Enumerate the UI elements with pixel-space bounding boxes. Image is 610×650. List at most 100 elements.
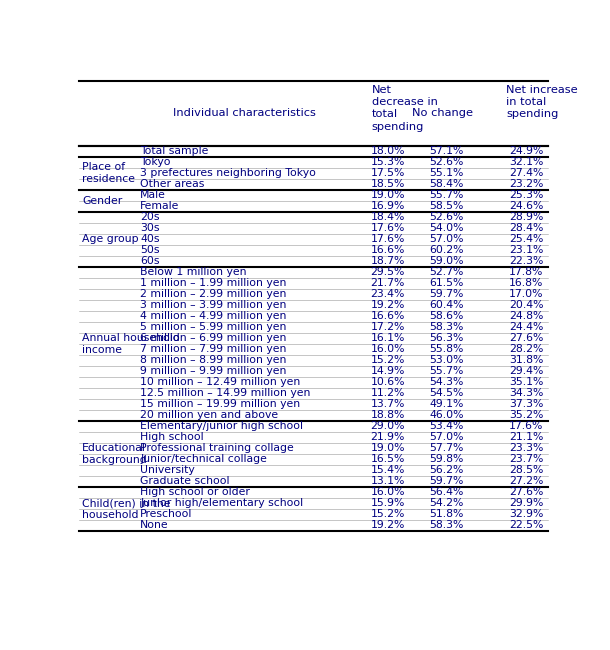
Text: 11.2%: 11.2% bbox=[370, 388, 405, 398]
Text: 57.0%: 57.0% bbox=[429, 234, 464, 244]
Text: 58.3%: 58.3% bbox=[429, 322, 464, 332]
Text: 34.3%: 34.3% bbox=[509, 388, 544, 398]
Text: 17.6%: 17.6% bbox=[370, 234, 405, 244]
Text: 20 million yen and above: 20 million yen and above bbox=[140, 410, 278, 421]
Text: 30s: 30s bbox=[140, 223, 160, 233]
Text: Individual characteristics: Individual characteristics bbox=[173, 108, 316, 118]
Text: Elementary/junior high school: Elementary/junior high school bbox=[140, 421, 303, 432]
Text: 15.2%: 15.2% bbox=[370, 356, 405, 365]
Text: 59.0%: 59.0% bbox=[429, 256, 464, 266]
Text: 22.5%: 22.5% bbox=[509, 521, 544, 530]
Text: 15.9%: 15.9% bbox=[370, 499, 405, 508]
Text: 57.1%: 57.1% bbox=[429, 146, 464, 156]
Text: 17.5%: 17.5% bbox=[370, 168, 405, 178]
Text: 16.6%: 16.6% bbox=[370, 245, 405, 255]
Text: 29.4%: 29.4% bbox=[509, 367, 544, 376]
Text: 15.3%: 15.3% bbox=[370, 157, 405, 167]
Text: 16.1%: 16.1% bbox=[370, 333, 405, 343]
Text: Age group: Age group bbox=[82, 234, 138, 244]
Text: 19.0%: 19.0% bbox=[370, 190, 405, 200]
Text: 58.3%: 58.3% bbox=[429, 521, 464, 530]
Text: 59.7%: 59.7% bbox=[429, 289, 464, 299]
Text: 16.8%: 16.8% bbox=[509, 278, 544, 288]
Text: 57.0%: 57.0% bbox=[429, 432, 464, 443]
Text: 40s: 40s bbox=[140, 234, 160, 244]
Text: Female: Female bbox=[140, 201, 179, 211]
Text: 54.2%: 54.2% bbox=[429, 499, 464, 508]
Text: 23.4%: 23.4% bbox=[370, 289, 405, 299]
Text: 19.2%: 19.2% bbox=[370, 300, 405, 310]
Text: 55.1%: 55.1% bbox=[429, 168, 464, 178]
Text: 58.5%: 58.5% bbox=[429, 201, 464, 211]
Text: 3 million – 3.99 million yen: 3 million – 3.99 million yen bbox=[140, 300, 287, 310]
Text: 54.3%: 54.3% bbox=[429, 377, 464, 387]
Text: 7 million – 7.99 million yen: 7 million – 7.99 million yen bbox=[140, 344, 287, 354]
Text: 10 million – 12.49 million yen: 10 million – 12.49 million yen bbox=[140, 377, 300, 387]
Text: 17.8%: 17.8% bbox=[509, 267, 544, 277]
Text: 56.4%: 56.4% bbox=[429, 488, 464, 497]
Text: 31.8%: 31.8% bbox=[509, 356, 544, 365]
Text: 9 million – 9.99 million yen: 9 million – 9.99 million yen bbox=[140, 367, 287, 376]
Text: 12.5 million – 14.99 million yen: 12.5 million – 14.99 million yen bbox=[140, 388, 310, 398]
Text: 52.6%: 52.6% bbox=[429, 157, 464, 167]
Text: 46.0%: 46.0% bbox=[429, 410, 464, 421]
Text: 21.7%: 21.7% bbox=[370, 278, 405, 288]
Text: 15.2%: 15.2% bbox=[370, 510, 405, 519]
Text: 18.5%: 18.5% bbox=[370, 179, 405, 189]
Text: 2 million – 2.99 million yen: 2 million – 2.99 million yen bbox=[140, 289, 287, 299]
Text: 14.9%: 14.9% bbox=[370, 367, 405, 376]
Text: Net increase
in total
spending: Net increase in total spending bbox=[506, 84, 578, 120]
Text: 58.4%: 58.4% bbox=[429, 179, 464, 189]
Text: 23.3%: 23.3% bbox=[509, 443, 544, 453]
Text: 29.9%: 29.9% bbox=[509, 499, 544, 508]
Text: 28.4%: 28.4% bbox=[509, 223, 544, 233]
Text: University: University bbox=[140, 465, 195, 475]
Text: 18.8%: 18.8% bbox=[370, 410, 405, 421]
Text: 60.2%: 60.2% bbox=[429, 245, 464, 255]
Text: 23.7%: 23.7% bbox=[509, 454, 544, 464]
Text: 54.0%: 54.0% bbox=[429, 223, 464, 233]
Text: Preschool: Preschool bbox=[140, 510, 192, 519]
Text: 35.2%: 35.2% bbox=[509, 410, 544, 421]
Text: 53.4%: 53.4% bbox=[429, 421, 464, 432]
Text: 20.4%: 20.4% bbox=[509, 300, 544, 310]
Text: 23.1%: 23.1% bbox=[509, 245, 544, 255]
Text: 16.0%: 16.0% bbox=[370, 488, 405, 497]
Text: 57.7%: 57.7% bbox=[429, 443, 464, 453]
Text: 17.6%: 17.6% bbox=[370, 223, 405, 233]
Text: Other areas: Other areas bbox=[140, 179, 204, 189]
Text: Male: Male bbox=[140, 190, 166, 200]
Text: 55.7%: 55.7% bbox=[429, 190, 464, 200]
Text: 18.0%: 18.0% bbox=[370, 146, 405, 156]
Text: 25.3%: 25.3% bbox=[509, 190, 544, 200]
Text: 55.8%: 55.8% bbox=[429, 344, 464, 354]
Text: 28.2%: 28.2% bbox=[509, 344, 544, 354]
Text: 18.4%: 18.4% bbox=[370, 212, 405, 222]
Text: 23.2%: 23.2% bbox=[509, 179, 544, 189]
Text: 16.9%: 16.9% bbox=[370, 201, 405, 211]
Text: 10.6%: 10.6% bbox=[370, 377, 405, 387]
Text: 59.7%: 59.7% bbox=[429, 476, 464, 486]
Text: 17.6%: 17.6% bbox=[509, 421, 544, 432]
Text: 29.0%: 29.0% bbox=[370, 421, 405, 432]
Text: 21.9%: 21.9% bbox=[370, 432, 405, 443]
Text: Junior high/elementary school: Junior high/elementary school bbox=[140, 499, 303, 508]
Text: 60.4%: 60.4% bbox=[429, 300, 464, 310]
Text: 3 prefectures neighboring Tokyo: 3 prefectures neighboring Tokyo bbox=[140, 168, 316, 178]
Text: Graduate school: Graduate school bbox=[140, 476, 229, 486]
Text: 24.9%: 24.9% bbox=[509, 146, 544, 156]
Text: 54.5%: 54.5% bbox=[429, 388, 464, 398]
Text: 27.6%: 27.6% bbox=[509, 488, 544, 497]
Text: 6 million – 6.99 million yen: 6 million – 6.99 million yen bbox=[140, 333, 287, 343]
Text: 18.7%: 18.7% bbox=[370, 256, 405, 266]
Text: 51.8%: 51.8% bbox=[429, 510, 464, 519]
Text: Place of
residence: Place of residence bbox=[82, 162, 135, 184]
Text: No change: No change bbox=[412, 108, 473, 118]
Text: 25.4%: 25.4% bbox=[509, 234, 544, 244]
Text: 58.6%: 58.6% bbox=[429, 311, 464, 321]
Text: 24.8%: 24.8% bbox=[509, 311, 544, 321]
Text: 56.2%: 56.2% bbox=[429, 465, 464, 475]
Text: High school: High school bbox=[140, 432, 204, 443]
Text: 27.2%: 27.2% bbox=[509, 476, 544, 486]
Text: Professional training collage: Professional training collage bbox=[140, 443, 294, 453]
